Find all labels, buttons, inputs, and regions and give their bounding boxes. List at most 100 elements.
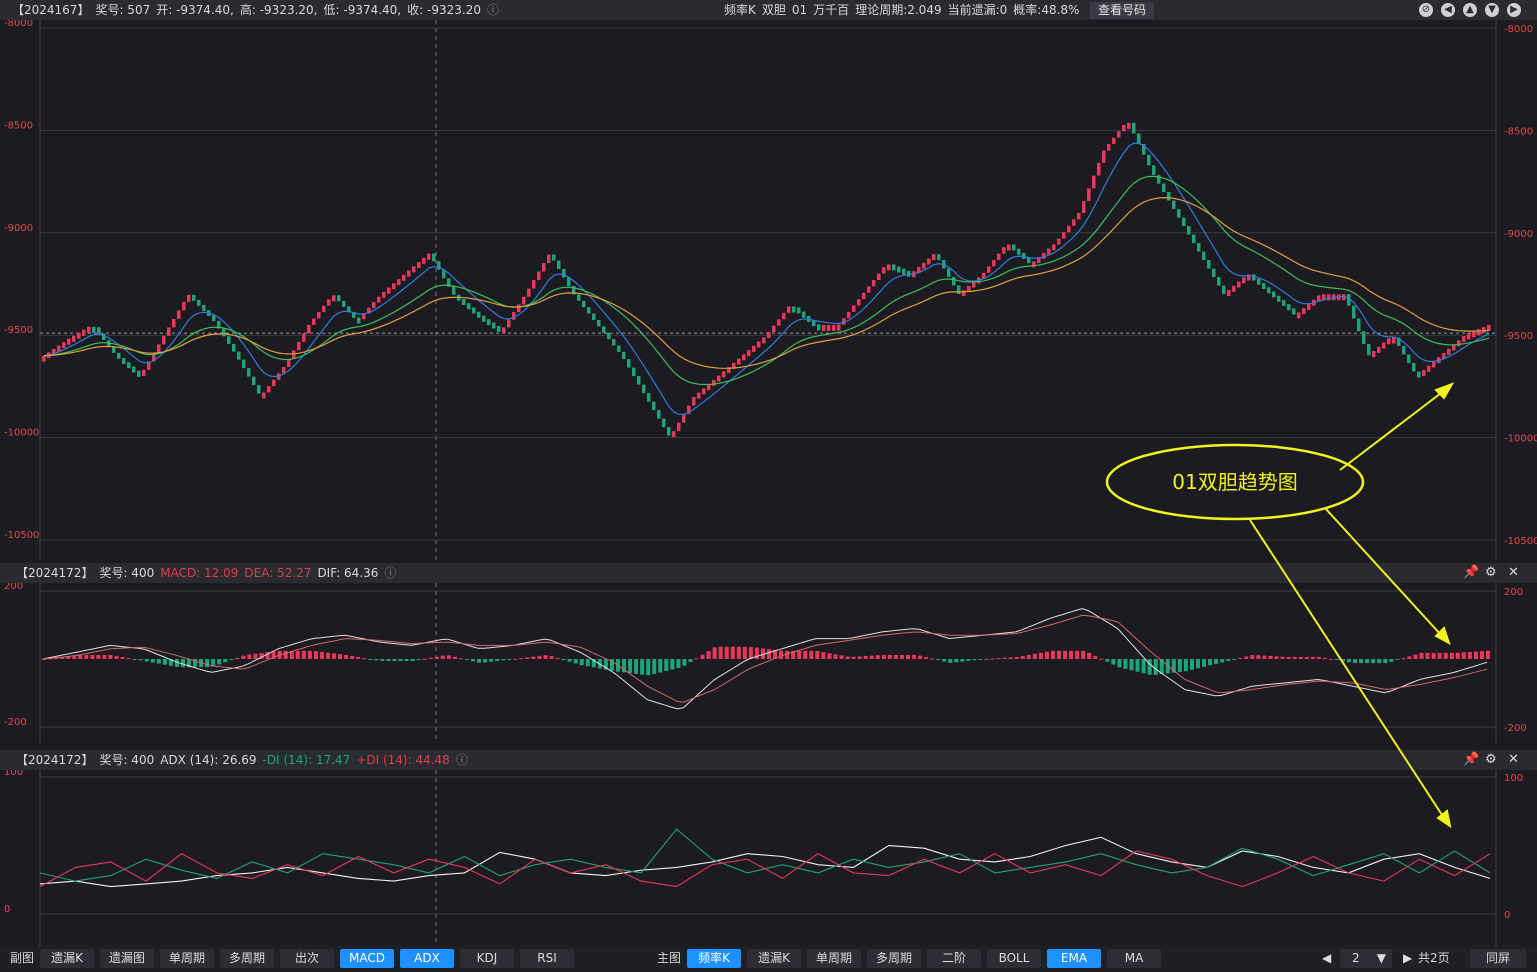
main-chart-button-3[interactable]: 多周期: [867, 949, 921, 968]
help-icon[interactable]: ⓘ: [384, 566, 397, 580]
compass-icon[interactable]: ⊘: [1419, 3, 1433, 17]
macd-histogram-bar: [833, 654, 838, 659]
main-code: 01: [791, 3, 808, 17]
candle: [827, 324, 831, 331]
gear-icon[interactable]: ⚙: [1485, 565, 1497, 580]
macd-histogram-bar: [724, 646, 729, 659]
candle: [192, 294, 196, 301]
sub-chart-button-8[interactable]: RSI: [520, 949, 574, 968]
candle: [727, 367, 731, 374]
macd-histogram-bar: [887, 654, 892, 659]
sub-chart-button-3[interactable]: 多周期: [220, 949, 274, 968]
candle: [157, 344, 161, 353]
sub-chart-label: 副图: [10, 951, 35, 965]
main-chart-svg: -8000 -8000 -8500 -8500 -9000 -9000 -9500 -9500…: [4, 20, 1537, 560]
close-icon[interactable]: ✕: [1508, 752, 1519, 767]
sub-chart-button-4[interactable]: 出次: [280, 949, 334, 968]
macd-histogram-bar: [1310, 656, 1315, 659]
main-chart-button-2[interactable]: 单周期: [807, 949, 861, 968]
view-numbers-button[interactable]: 查看号码: [1090, 2, 1155, 19]
main-period: 理论周期:2.049: [855, 3, 942, 17]
adx-tick-label-right: 100: [1504, 773, 1523, 784]
candle: [82, 329, 86, 336]
macd-tick-label-left: -200: [4, 717, 27, 728]
macd-histogram-bar: [1099, 658, 1104, 660]
macd-histogram-bar: [96, 654, 101, 659]
prev-page-icon[interactable]: ◀: [1322, 951, 1332, 965]
candle: [1167, 192, 1171, 201]
macd-histogram-bar: [1038, 652, 1043, 659]
ema-mid-line: [43, 175, 1490, 386]
main-chart-button-5[interactable]: BOLL: [987, 949, 1041, 968]
help-icon[interactable]: ⓘ: [455, 753, 468, 767]
next-page-icon[interactable]: ▶: [1403, 951, 1413, 965]
sub-chart-button-7[interactable]: KDJ: [460, 949, 514, 968]
macd-histogram-bar: [66, 656, 71, 659]
candle: [762, 337, 766, 344]
sub-chart-button-2[interactable]: 单周期: [160, 949, 214, 968]
help-icon[interactable]: ⓘ: [486, 3, 499, 17]
candle: [817, 324, 821, 331]
candle: [1047, 248, 1051, 255]
macd-histogram-bar: [156, 659, 161, 664]
same-screen-button[interactable]: 同屏: [1470, 949, 1526, 968]
forward-icon[interactable]: ▶: [1507, 3, 1521, 17]
candle: [592, 313, 596, 320]
macd-histogram-bar: [362, 658, 367, 660]
candle: [1367, 343, 1371, 356]
main-probability: 概率:48.8%: [1013, 3, 1080, 17]
candle: [142, 369, 146, 376]
main-chart-button-6[interactable]: EMA: [1047, 949, 1101, 968]
main-chart-button-4[interactable]: 二阶: [927, 949, 981, 968]
pin-icon[interactable]: 📌: [1463, 752, 1480, 767]
macd-histogram-bar: [640, 659, 645, 675]
candle: [972, 281, 976, 288]
candle: [752, 345, 756, 352]
pin-icon[interactable]: 📌: [1463, 565, 1480, 580]
candle: [112, 346, 116, 353]
candle: [992, 260, 996, 267]
gear-icon[interactable]: ⚙: [1485, 752, 1497, 767]
main-stats: 频率K 双胆 01 万千百 理论周期:2.049 当前遗漏:0 概率:48.8%: [724, 0, 1085, 20]
candle: [407, 270, 411, 277]
macd-histogram-bar: [1322, 657, 1327, 659]
back-icon[interactable]: ◀: [1441, 3, 1455, 17]
sub-chart-button-1[interactable]: 遗漏图: [100, 949, 154, 968]
main-chart-button-7[interactable]: MA: [1107, 949, 1161, 968]
main-chart-button-1[interactable]: 遗漏K: [747, 949, 801, 968]
candle: [1237, 281, 1241, 288]
macd-histogram-bar: [1135, 659, 1140, 672]
candle: [1217, 277, 1221, 286]
candle: [97, 327, 101, 334]
page-select[interactable]: 2 ▼: [1340, 949, 1392, 968]
macd-histogram-bar: [712, 647, 717, 659]
close-icon[interactable]: ✕: [1508, 565, 1519, 580]
candle: [1152, 165, 1156, 176]
main-high: 高: -9323.20,: [239, 3, 318, 17]
macd-histogram-bar: [591, 659, 596, 668]
candle: [152, 352, 156, 362]
candle: [962, 290, 966, 297]
candle: [122, 358, 126, 365]
sub-chart-button-6[interactable]: ADX: [400, 949, 454, 968]
candle: [642, 384, 646, 394]
macd-pane[interactable]: 200 200 -200 -200: [0, 583, 1537, 743]
macd-value: MACD: 12.09: [160, 566, 239, 580]
sub-chart-button-0[interactable]: 遗漏K: [40, 949, 94, 968]
down-icon[interactable]: ▼: [1485, 3, 1499, 17]
candle: [607, 332, 611, 340]
main-chart-button-0[interactable]: 频率K: [687, 949, 741, 968]
macd-histogram-bar: [537, 655, 542, 659]
candle: [802, 311, 806, 318]
candle: [1157, 175, 1161, 184]
sub-chart-button-5[interactable]: MACD: [340, 949, 394, 968]
candle: [307, 324, 311, 334]
candle: [1057, 238, 1061, 245]
candle: [1007, 244, 1011, 251]
main-chart-pane[interactable]: -8000 -8000 -8500 -8500 -9000 -9000 -9500 -9500…: [0, 20, 1537, 560]
adx-pane[interactable]: 100 100 0 0: [0, 770, 1537, 946]
up-icon[interactable]: ▲: [1463, 3, 1477, 17]
candle: [1077, 213, 1081, 220]
macd-histogram-bar: [108, 654, 113, 659]
macd-histogram-bar: [676, 659, 681, 669]
